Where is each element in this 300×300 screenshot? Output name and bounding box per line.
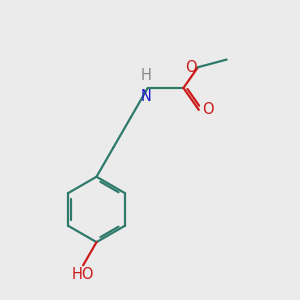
Text: O: O	[185, 60, 197, 75]
Text: H: H	[141, 68, 152, 82]
Text: N: N	[141, 89, 152, 104]
Text: O: O	[202, 102, 214, 117]
Text: HO: HO	[72, 267, 94, 282]
